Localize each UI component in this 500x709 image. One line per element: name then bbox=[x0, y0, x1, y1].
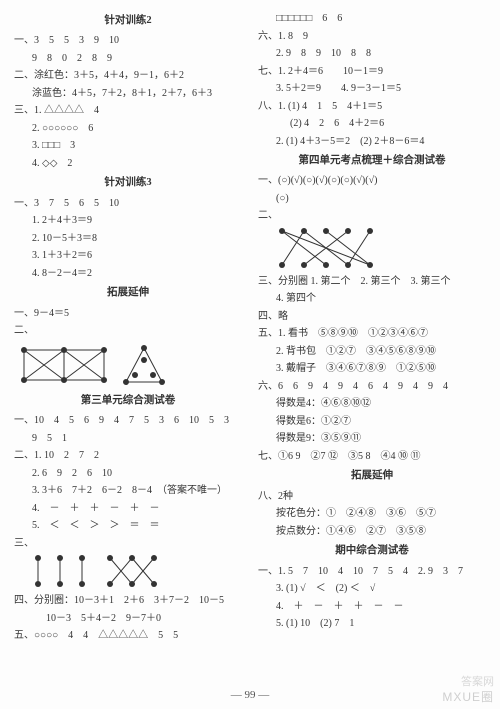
answer-line: 三、分别圈 1. 第二个 2. 第三个 3. 第三个 bbox=[258, 273, 486, 291]
answer-line: 三、1. △△△△ 4 bbox=[14, 102, 242, 120]
answer-line: 四、分别圈：10－3＋1 2＋6 3＋7－2 10－5 bbox=[14, 592, 242, 610]
answer-line: 一、9－4＝5 bbox=[14, 305, 242, 323]
answer-line: 4. 8－2－4＝2 bbox=[14, 265, 242, 283]
answer-line: 七、①6 9 ②7 ⑫ ③5 8 ④4 ⑩ ⑪ bbox=[258, 448, 486, 466]
watermark: MXUE圈 bbox=[442, 688, 494, 705]
answer-line: 1. 2＋4＋3＝9 bbox=[14, 212, 242, 230]
answer-line: 六、1. 8 9 bbox=[258, 28, 486, 46]
answer-line: 二、 bbox=[14, 322, 242, 340]
answer-line: 4. － ＋ ＋ － ＋ － bbox=[14, 500, 242, 518]
answer-line: 3. 1＋3＋2＝6 bbox=[14, 247, 242, 265]
answer-line: 得数是6：①②⑦ bbox=[258, 413, 486, 431]
answer-line: 得数是9：③⑤⑨⑪ bbox=[258, 430, 486, 448]
answer-line: 4. 第四个 bbox=[258, 290, 486, 308]
section-title: 针对训练3 bbox=[14, 174, 242, 192]
answer-line: 六、6 6 9 4 9 4 6 4 9 4 9 4 bbox=[258, 378, 486, 396]
answer-line: 2. 6 9 2 6 10 bbox=[14, 465, 242, 483]
answer-line: 五、1. 看书 ⑤⑧⑨⑩ ①②③④⑥⑦ bbox=[258, 325, 486, 343]
answer-line: 涂蓝色：4＋5，7＋2，8＋1，2＋7，6＋3 bbox=[14, 85, 242, 103]
answer-line: 三、 bbox=[14, 535, 242, 553]
answer-line: 七、1. 2＋4＝6 10－1＝9 bbox=[258, 63, 486, 81]
answer-line: 2. ○○○○○○ 6 bbox=[14, 120, 242, 138]
answer-line: 八、2种 bbox=[258, 488, 486, 506]
answer-line: 得数是4：④⑥⑧⑩⑫ bbox=[258, 395, 486, 413]
network-diagram bbox=[14, 340, 184, 390]
right-column: □□□□□□ 6 6 六、1. 8 9 2. 9 8 9 10 8 8 七、1.… bbox=[250, 10, 486, 660]
page-number: — 99 — bbox=[0, 689, 500, 701]
matching-diagram bbox=[274, 225, 384, 273]
answer-line: 10－3 5＋4－2 9－7＋0 bbox=[14, 610, 242, 628]
answer-line: 4. ◇◇ 2 bbox=[14, 155, 242, 173]
answer-line: 二、涂红色：3＋5，4＋4，9－1，6＋2 bbox=[14, 67, 242, 85]
section-title: 第四单元考点梳理＋综合测试卷 bbox=[258, 152, 486, 170]
answer-line: 3. □□□ 3 bbox=[14, 137, 242, 155]
answer-line: 4. ＋ － ＋ ＋ － － bbox=[258, 598, 486, 616]
answer-line: 按花色分：① ②④⑧ ③⑥ ⑤⑦ bbox=[258, 505, 486, 523]
watermark: 答案网 bbox=[461, 673, 494, 689]
answer-line: 二、 bbox=[258, 207, 486, 225]
answer-line: 五、○○○○ 4 4 △△△△△ 5 5 bbox=[14, 627, 242, 645]
answer-line: 一、1. 5 7 10 4 10 7 5 4 2. 9 3 7 bbox=[258, 563, 486, 581]
section-title: 拓展延伸 bbox=[258, 467, 486, 485]
matching-diagram bbox=[102, 552, 164, 592]
section-title: 针对训练2 bbox=[14, 12, 242, 30]
answer-line: 按点数分：①④⑥ ②⑦ ③⑤⑧ bbox=[258, 523, 486, 541]
answer-line: 2. 10－5＋3＝8 bbox=[14, 230, 242, 248]
answer-line: (2) 4 2 6 4＋2＝6 bbox=[258, 115, 486, 133]
answer-line: 八、1. (1) 4 1 5 4＋1＝5 bbox=[258, 98, 486, 116]
answer-line: 3. (1) √ ＜ (2) ＜ √ bbox=[258, 580, 486, 598]
answer-line: 9 8 0 2 8 9 bbox=[14, 50, 242, 68]
answer-line: 一、(○)(√)(○)(√)(○)(○)(√)(√) bbox=[258, 172, 486, 190]
answer-line: 一、3 7 5 6 5 10 bbox=[14, 195, 242, 213]
answer-line: 四、略 bbox=[258, 308, 486, 326]
section-title: 第三单元综合测试卷 bbox=[14, 392, 242, 410]
left-column: 针对训练2 一、3 5 5 3 9 10 9 8 0 2 8 9 二、涂红色：3… bbox=[14, 10, 250, 660]
answer-line: 一、3 5 5 3 9 10 bbox=[14, 32, 242, 50]
answer-line: (○) bbox=[258, 190, 486, 208]
matching-diagram bbox=[30, 552, 92, 592]
answer-line: □□□□□□ 6 6 bbox=[258, 10, 486, 28]
answer-line: 2. (1) 4＋3－5＝2 (2) 2＋8－6＝4 bbox=[258, 133, 486, 151]
answer-line: 3. 3＋6 7＋2 6－2 8－4 （答案不唯一） bbox=[14, 482, 242, 500]
section-title: 期中综合测试卷 bbox=[258, 542, 486, 560]
answer-line: 二、1. 10 2 7 2 bbox=[14, 447, 242, 465]
answer-line: 5. (1) 10 (2) 7 1 bbox=[258, 615, 486, 633]
answer-line: 一、10 4 5 6 9 4 7 5 3 6 10 5 3 bbox=[14, 412, 242, 430]
answer-line: 3. 5＋2＝9 4. 9－3－1＝5 bbox=[258, 80, 486, 98]
answer-line: 2. 9 8 9 10 8 8 bbox=[258, 45, 486, 63]
answer-line: 3. 戴帽子 ③④⑥⑦⑧⑨ ①②⑤⑩ bbox=[258, 360, 486, 378]
answer-line: 9 5 1 bbox=[14, 430, 242, 448]
section-title: 拓展延伸 bbox=[14, 284, 242, 302]
answer-line: 5. ＜ ＜ ＞ ＞ ＝ ＝ bbox=[14, 517, 242, 535]
answer-line: 2. 背书包 ①②⑦ ③④⑤⑥⑧⑨⑩ bbox=[258, 343, 486, 361]
